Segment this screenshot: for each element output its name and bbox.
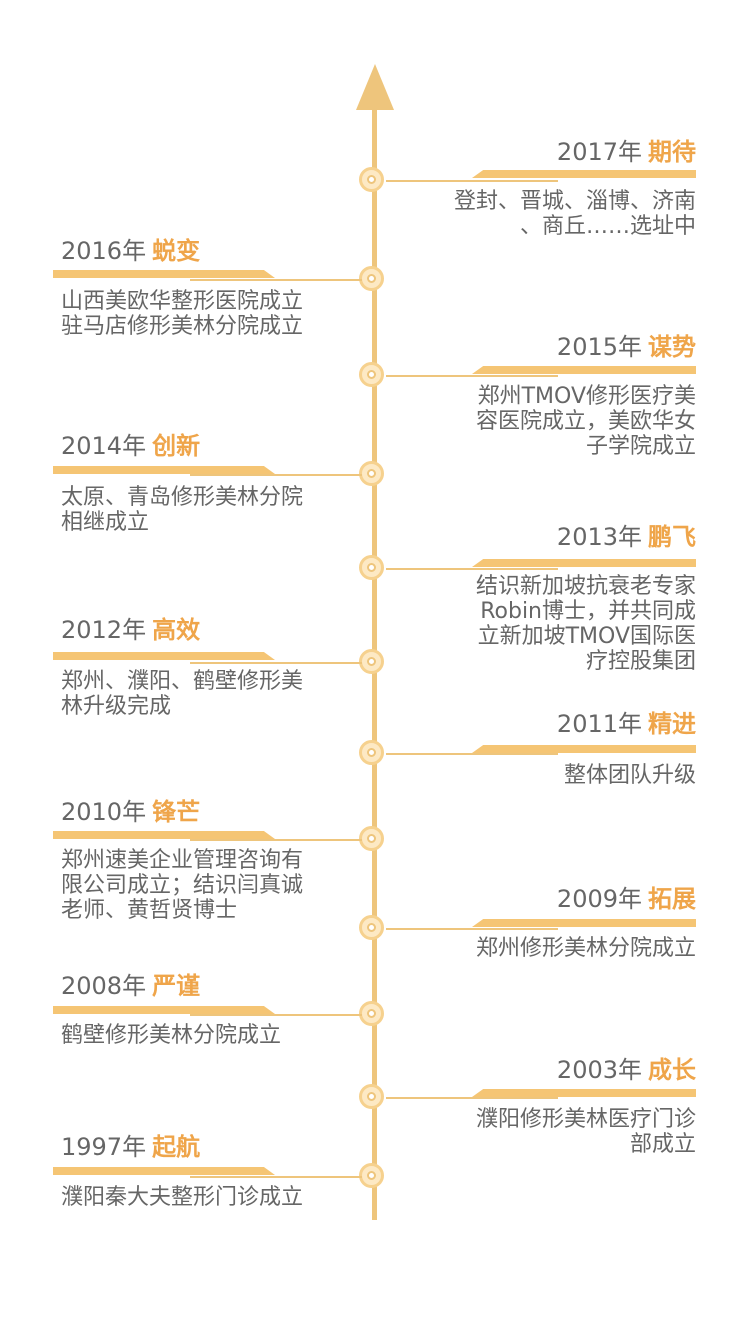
event-title: 2017年 期待 [557,137,696,167]
event-description: 山西美欧华整形医院成立 驻马店修形美林分院成立 [61,289,304,339]
event-year: 2014年 [61,432,147,460]
event-description: 濮阳秦大夫整形门诊成立 [61,1185,304,1210]
title-bar [472,170,696,178]
title-bar [53,652,275,660]
event-description: 整体团队升级 [563,763,696,788]
event-keyword: 谋势 [648,333,696,361]
timeline-node [359,362,384,387]
event-year: 2010年 [61,798,147,826]
event-description: 郑州速美企业管理咨询有 限公司成立；结识闫真诚 老师、黄哲贤博士 [61,848,304,923]
event-title: 2014年 创新 [61,431,200,461]
title-bar [472,1089,696,1097]
connector-line [386,928,558,930]
event-keyword: 锋芒 [152,798,201,826]
event-keyword: 精进 [648,710,696,738]
event-year: 2003年 [556,1056,642,1084]
event-keyword: 创新 [152,432,201,460]
event-title: 2013年 鹏飞 [557,522,696,552]
connector-line [190,662,362,664]
connector-line [190,839,362,841]
event-keyword: 起航 [152,1133,201,1161]
timeline-node [359,555,384,580]
event-title: 2011年 精进 [557,709,696,739]
timeline-node [359,461,384,486]
timeline-node [359,1001,384,1026]
connector-line [190,1014,362,1016]
event-description: 郑州修形美林分院成立 [475,936,696,961]
event-year: 2016年 [61,237,147,265]
timeline-node [359,1163,384,1188]
title-bar [472,559,696,567]
event-description: 鹤壁修形美林分院成立 [61,1023,282,1048]
timeline-node [359,266,384,291]
event-keyword: 严谨 [152,972,201,1000]
connector-line [386,1097,558,1099]
connector-line [386,375,558,377]
title-bar [53,270,275,278]
timeline-node [359,649,384,674]
event-year: 2017年 [556,138,642,166]
connector-line [190,474,362,476]
event-year: 2008年 [61,972,147,1000]
event-description: 结识新加坡抗衰老专家 Robin博士，并共同成 立新加坡TMOV国际医 疗控股集… [475,574,696,674]
title-bar [53,1006,275,1014]
title-bar [53,831,275,839]
title-bar [53,466,275,474]
connector-line [190,1176,362,1178]
connector-line [386,180,558,182]
event-title: 2010年 锋芒 [61,797,200,827]
event-year: 2013年 [556,523,642,551]
event-description: 登封、晋城、淄博、济南 、商丘……选址中 [453,189,696,239]
event-description: 郑州、濮阳、鹤壁修形美 林升级完成 [61,669,304,719]
event-keyword: 期待 [648,138,696,166]
timeline-node [359,826,384,851]
timeline-node [359,167,384,192]
event-title: 2009年 拓展 [557,884,696,914]
event-keyword: 拓展 [648,885,696,913]
timeline-node [359,740,384,765]
event-title: 2016年 蜕变 [61,236,200,266]
event-year: 1997年 [61,1133,147,1161]
event-description: 濮阳修形美林医疗门诊 部成立 [475,1107,696,1157]
event-keyword: 蜕变 [152,237,201,265]
event-keyword: 鹏飞 [648,523,696,551]
connector-line [386,753,558,755]
title-bar [472,366,696,374]
timeline-node [359,1084,384,1109]
event-description: 郑州TMOV修形医疗美 容医院成立，美欧华女 子学院成立 [475,384,696,459]
title-bar [472,745,696,753]
event-keyword: 成长 [648,1056,696,1084]
title-bar [472,919,696,927]
event-year: 2012年 [61,616,147,644]
event-title: 1997年 起航 [61,1132,200,1162]
event-keyword: 高效 [152,616,201,644]
event-description: 太原、青岛修形美林分院 相继成立 [61,485,304,535]
timeline-node [359,915,384,940]
event-year: 2009年 [556,885,642,913]
event-title: 2015年 谋势 [557,332,696,362]
connector-line [386,568,558,570]
event-year: 2015年 [556,333,642,361]
event-title: 2012年 高效 [61,615,200,645]
event-title: 2008年 严谨 [61,971,200,1001]
connector-line [190,279,362,281]
title-bar [53,1167,275,1175]
event-year: 2011年 [556,710,642,738]
event-title: 2003年 成长 [557,1055,696,1085]
